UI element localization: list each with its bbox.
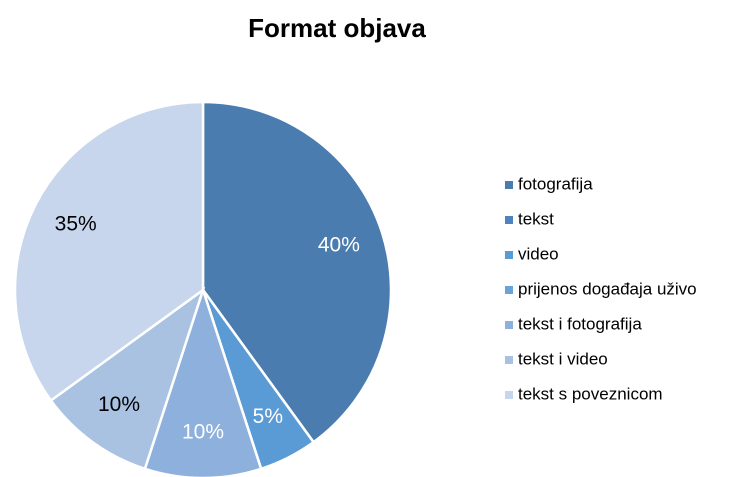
- legend-swatch: [505, 391, 513, 399]
- legend-swatch: [505, 181, 513, 189]
- pie-slice: [143, 285, 263, 477]
- legend-label: tekst i video: [518, 349, 608, 368]
- legend-label: fotografija: [518, 174, 593, 193]
- chart-title: Format objava: [248, 13, 426, 43]
- legend-label: video: [518, 244, 559, 263]
- legend-label: prijenos događaja uživo: [518, 279, 697, 298]
- legend-swatch: [505, 251, 513, 259]
- pie-slice: [13, 100, 205, 403]
- pie-slice: [201, 100, 393, 444]
- legend-swatch: [505, 321, 513, 329]
- legend-swatch: [505, 216, 513, 224]
- legend-label: tekst s poveznicom: [518, 384, 663, 403]
- data-label: 40%: [318, 233, 360, 256]
- legend-label: tekst: [518, 209, 554, 228]
- data-label: 35%: [55, 213, 97, 236]
- legend-label: tekst i fotografija: [518, 314, 642, 333]
- legend-swatch: [505, 286, 513, 294]
- legend-swatch: [505, 356, 513, 364]
- data-label: 10%: [182, 420, 224, 443]
- data-label: 5%: [253, 405, 283, 428]
- pie-slice: [49, 286, 206, 471]
- data-label: 10%: [98, 393, 140, 416]
